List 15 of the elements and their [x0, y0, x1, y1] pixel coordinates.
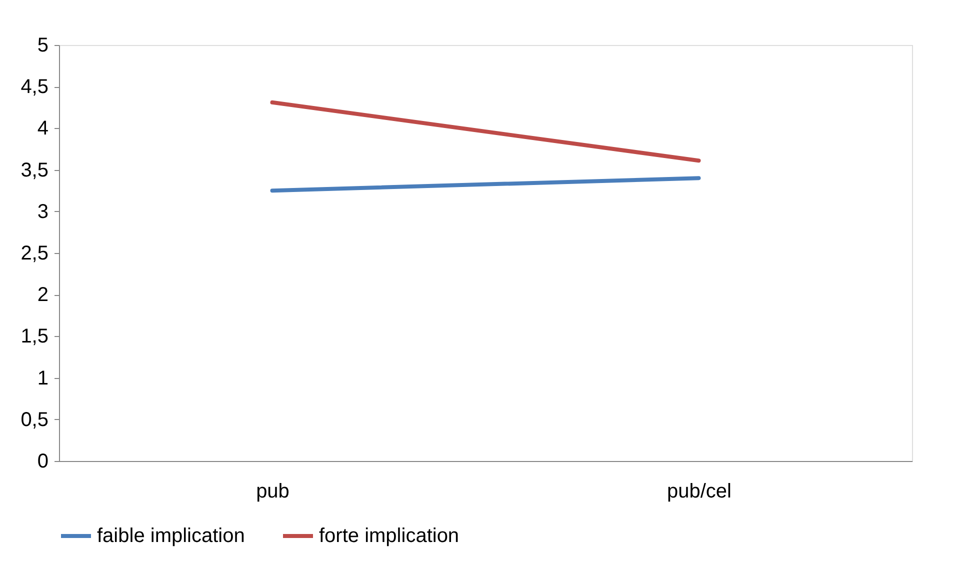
legend-label: forte implication [319, 525, 460, 547]
y-tick-label: 4,5 [20, 76, 48, 98]
legend-label: faible implication [97, 525, 245, 547]
x-tick-label: pub/cel [667, 480, 732, 502]
y-tick-label: 5 [37, 34, 48, 56]
y-tick-label: 1,5 [20, 326, 48, 348]
y-tick-label: 4 [37, 118, 48, 140]
y-tick-label: 3 [37, 200, 48, 223]
y-tick-label: 2,5 [20, 242, 48, 264]
y-tick-label: 2 [37, 284, 48, 306]
y-tick-label: 3,5 [20, 159, 48, 182]
y-tick-label: 1 [37, 367, 48, 390]
x-tick-label: pub [256, 480, 290, 502]
y-tick-label: 0,5 [20, 408, 48, 431]
y-tick-label: 0 [37, 450, 48, 472]
